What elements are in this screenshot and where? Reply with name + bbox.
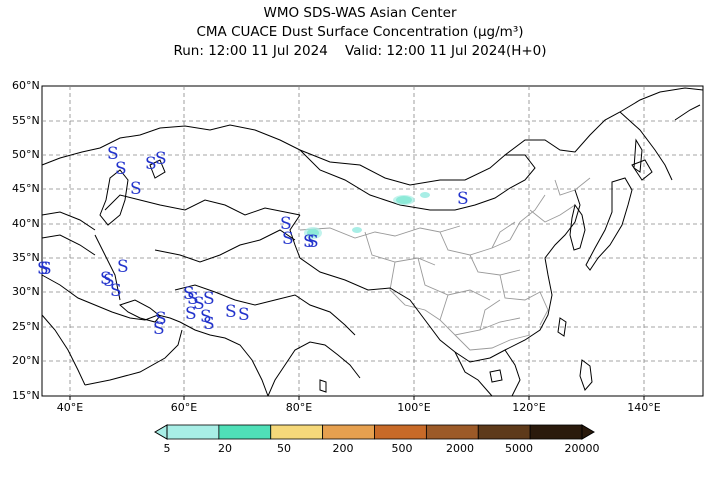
- dust-storm-symbol: S: [107, 144, 119, 164]
- dust-storm-symbol: S: [307, 232, 319, 252]
- lon-label-60e: 60°E: [170, 401, 198, 414]
- lat-label-50n: 50°N: [12, 148, 40, 161]
- colorbar-tick-label: 5: [163, 442, 171, 455]
- country-borders: [41, 87, 704, 397]
- dust-storm-symbol: S: [117, 257, 129, 277]
- colorbar-tick-label: 50: [277, 442, 291, 455]
- dust-storm-symbol: S: [200, 307, 212, 327]
- dust-storm-symbol: S: [155, 149, 167, 169]
- lon-label-140e: 140°E: [627, 401, 661, 414]
- dust-storm-symbol: S: [153, 319, 165, 339]
- colorbar-tick-label: 500: [391, 442, 413, 455]
- colorbar-box: [374, 424, 427, 440]
- colorbar-box: [425, 424, 479, 440]
- colorbar-box: [166, 424, 220, 440]
- lat-label-40n: 40°N: [12, 217, 40, 230]
- dust-storm-symbol: S: [100, 269, 112, 289]
- map-gridlines: [42, 86, 703, 396]
- lon-label-100e: 100°E: [397, 401, 431, 414]
- lat-label-60n: 60°N: [12, 79, 40, 92]
- colorbar-right-triangle: [581, 424, 595, 440]
- dust-storm-symbol: S: [203, 289, 215, 309]
- axis-ticks: [69, 396, 645, 400]
- dust-storm-symbol: S: [110, 281, 122, 301]
- dust-storm-symbol: S: [145, 154, 157, 174]
- dust-storm-symbol: S: [193, 294, 205, 314]
- lon-label-80e: 80°E: [285, 401, 313, 414]
- lat-label-20n: 20°N: [12, 354, 40, 367]
- run-time-label: Run: 12:00 11 Jul 2024: [173, 43, 328, 59]
- dust-storm-symbol: S: [187, 289, 199, 309]
- lon-label-40e: 40°E: [56, 401, 84, 414]
- dust-storm-symbol: S: [103, 271, 115, 291]
- lat-label-55n: 55°N: [12, 114, 40, 127]
- colorbar-tick-label: 20000: [564, 442, 600, 455]
- colorbar-box: [529, 424, 583, 440]
- dust-storm-symbol: S: [183, 284, 195, 304]
- map-frame: [41, 85, 704, 397]
- chart-title-block: WMO SDS-WAS Asian Center CMA CUACE Dust …: [0, 4, 720, 61]
- colorbar-tick-label: 5000: [505, 442, 533, 455]
- lat-label-35n: 35°N: [12, 251, 40, 264]
- lat-label-45n: 45°N: [12, 182, 40, 195]
- lat-label-25n: 25°N: [12, 320, 40, 333]
- colorbar-box: [270, 424, 324, 440]
- dust-storm-symbol: S: [303, 232, 315, 252]
- dust-storm-symbol: S: [40, 259, 52, 279]
- dust-patches: [304, 192, 430, 239]
- colorbar-box: [322, 424, 375, 440]
- dust-storm-symbol: S: [203, 314, 215, 334]
- valid-time-label: Valid: 12:00 11 Jul 2024(H+0): [344, 43, 547, 59]
- dust-storm-symbol: S: [130, 179, 142, 199]
- colorbar-tick-label: 200: [332, 442, 354, 455]
- dust-storm-symbol: S: [115, 159, 127, 179]
- title-line-2: CMA CUACE Dust Surface Concentration (μg…: [196, 24, 524, 40]
- colorbar-left-triangle: [154, 424, 168, 440]
- dust-storm-symbol: S: [185, 304, 197, 324]
- province-boundaries: [299, 177, 591, 351]
- title-line-1: WMO SDS-WAS Asian Center: [263, 5, 457, 21]
- lat-label-15n: 15°N: [12, 389, 40, 402]
- lat-label-30n: 30°N: [12, 285, 40, 298]
- dust-storm-symbol: S: [225, 302, 237, 322]
- colorbar-tick-label: 20: [218, 442, 232, 455]
- dust-storm-symbol: S: [37, 259, 49, 279]
- colorbar-tick-label: 2000: [446, 442, 474, 455]
- dust-storm-symbol: S: [457, 189, 469, 209]
- dust-storm-symbol: S: [238, 305, 250, 325]
- dust-storm-symbol: S: [282, 229, 294, 249]
- lon-label-120e: 120°E: [512, 401, 546, 414]
- dust-storm-symbol: S: [280, 214, 292, 234]
- dust-storm-symbol: S: [155, 309, 167, 329]
- title-line-3: Run: 12:00 11 Jul 2024 Valid: 12:00 11 J…: [0, 42, 720, 61]
- colorbar-box: [477, 424, 531, 440]
- colorbar-box: [218, 424, 272, 440]
